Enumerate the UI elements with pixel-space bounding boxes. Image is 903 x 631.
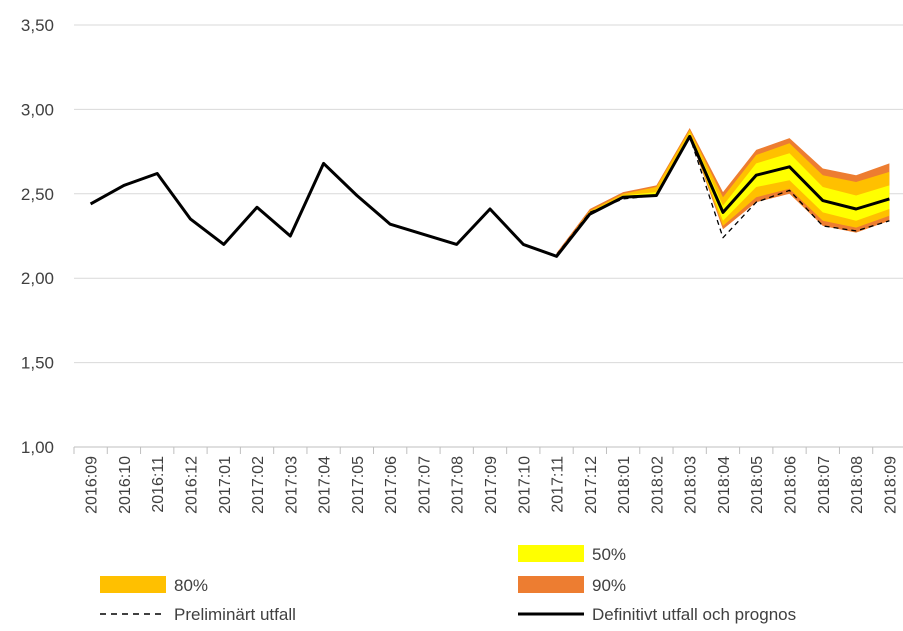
x-tick-label: 2016:11: [150, 456, 167, 513]
x-tick-label: 2017:05: [350, 456, 367, 514]
legend-80--swatch: [100, 576, 166, 593]
y-tick-label: 1,00: [21, 438, 54, 457]
x-tick-label: 2017:11: [550, 456, 567, 513]
legend-definitivt-utfall-och-prognos-label: Definitivt utfall och prognos: [592, 605, 796, 624]
x-tick-label: 2017:07: [416, 456, 433, 514]
legend-50--swatch: [518, 545, 584, 562]
legend-90--label: 90%: [592, 576, 626, 595]
x-tick-label: 2017:06: [383, 456, 400, 514]
legend-80--label: 80%: [174, 576, 208, 595]
x-tick-label: 2017:02: [250, 456, 267, 514]
x-tick-label: 2018:02: [649, 456, 666, 514]
x-tick-label: 2017:10: [516, 456, 533, 514]
series-lines: [89, 134, 890, 258]
x-tick-label: 2017:01: [217, 456, 234, 514]
x-tick-label: 2017:09: [483, 456, 500, 514]
x-tick-label: 2017:12: [583, 456, 600, 514]
x-tick-label: 2018:07: [816, 456, 833, 514]
x-tick-label: 2018:09: [882, 456, 899, 514]
x-tick-label: 2018:08: [849, 456, 866, 514]
band-50pct: [556, 133, 890, 257]
y-tick-label: 2,00: [21, 269, 54, 288]
x-tick-label: 2017:04: [317, 456, 334, 514]
y-tick-label: 3,00: [21, 100, 54, 119]
x-tick-label: 2018:06: [783, 456, 800, 514]
legend-90--swatch: [518, 576, 584, 593]
gridlines: [74, 24, 903, 364]
legend-50--label: 50%: [592, 545, 626, 564]
x-tick-label: 2016:09: [84, 456, 101, 514]
band-80pct: [556, 129, 890, 257]
legend-prelimin-rt-utfall-label: Preliminärt utfall: [174, 605, 296, 624]
x-tick-label: 2018:04: [716, 456, 733, 514]
preliminary-line: [556, 135, 890, 256]
y-tick-label: 3,50: [21, 16, 54, 35]
y-tick-label: 2,50: [21, 185, 54, 204]
x-tick-label: 2018:03: [683, 456, 700, 514]
x-tick-label: 2017:03: [283, 456, 300, 514]
definitive-line: [89, 134, 890, 258]
x-tick-label: 2018:05: [749, 456, 766, 514]
confidence-bands: [556, 128, 890, 257]
axes: 1,00 1,50 2,00 2,50 3,00 3,50 2016:09 2016:10 20…: [21, 16, 903, 514]
x-tick-label: 2017:08: [450, 456, 467, 514]
y-tick-label: 1,50: [21, 354, 54, 373]
x-tick-label: 2018:01: [616, 456, 633, 514]
x-tick-label: 2016:12: [183, 456, 200, 514]
legend: 50% 80% 90% Preliminärt utfall Definitivt ut…: [100, 545, 796, 624]
x-tick-label: 2016:10: [117, 456, 134, 514]
